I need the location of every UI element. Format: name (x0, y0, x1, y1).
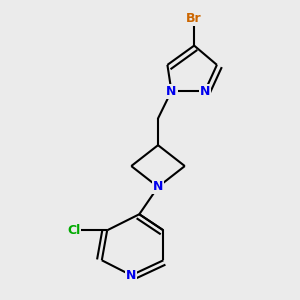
Text: N: N (166, 85, 177, 98)
Text: Cl: Cl (67, 224, 80, 237)
Text: N: N (200, 85, 210, 98)
Text: N: N (153, 180, 163, 194)
Text: N: N (126, 269, 136, 282)
Text: Br: Br (186, 12, 202, 25)
